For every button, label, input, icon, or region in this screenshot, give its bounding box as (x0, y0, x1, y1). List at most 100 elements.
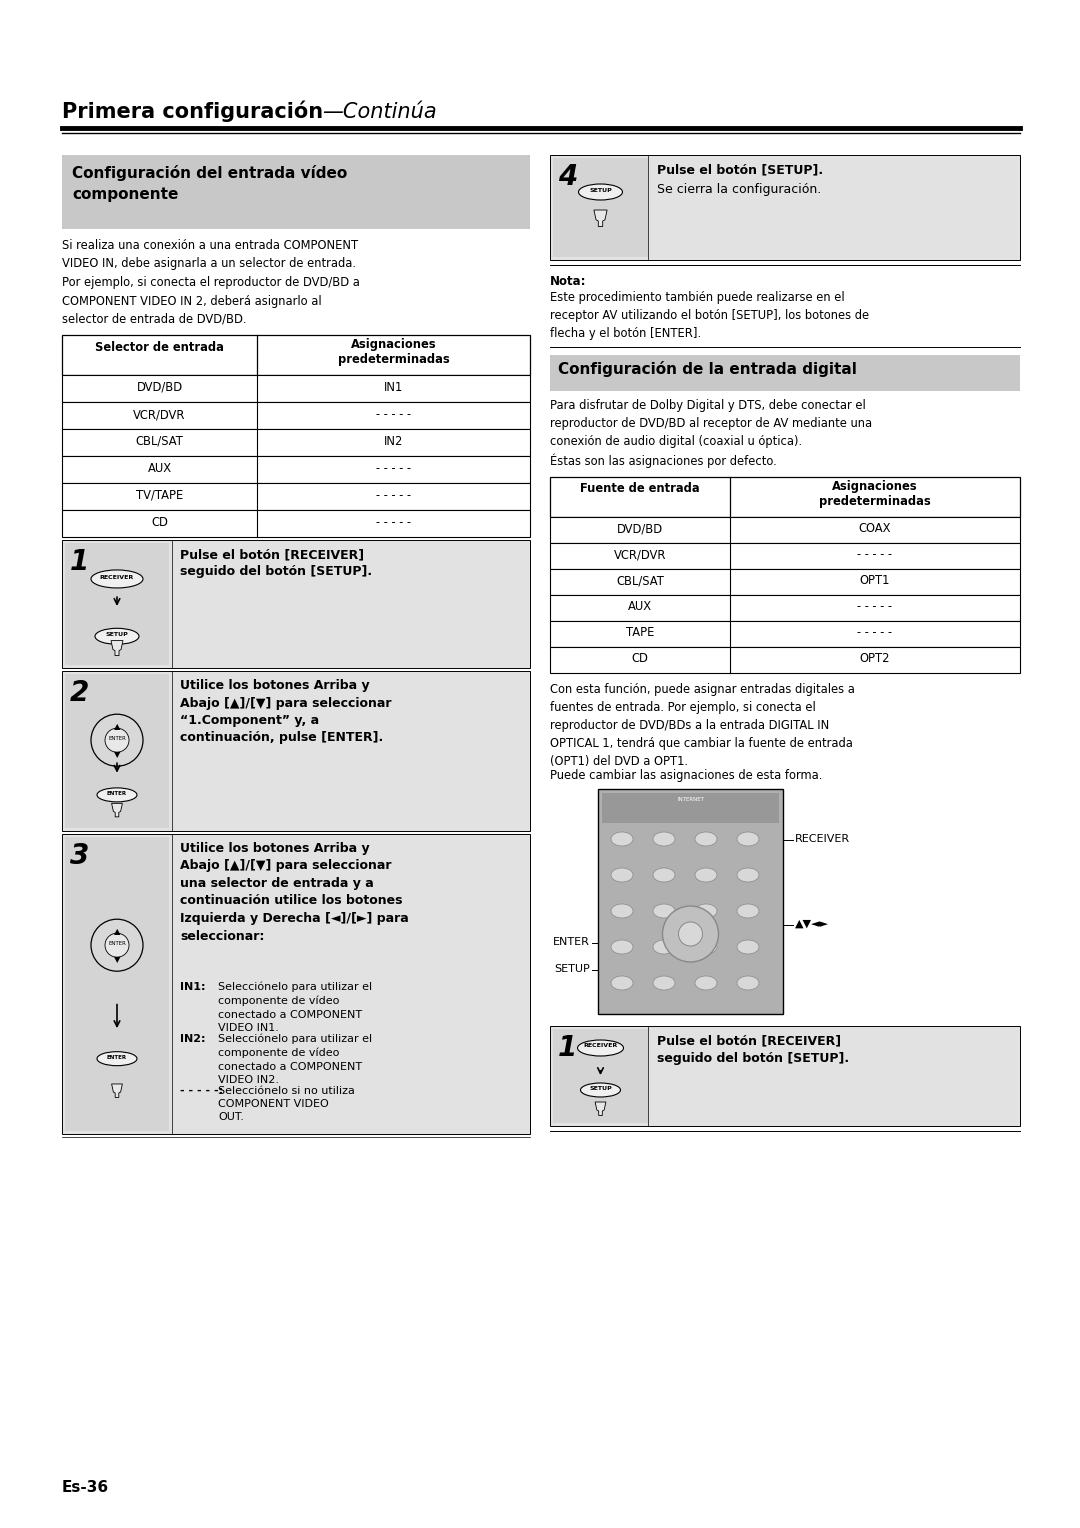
Text: VCR/DVR: VCR/DVR (133, 408, 186, 422)
Text: Selecciónelo para utilizar el
componente de vídeo
conectado a COMPONENT
VIDEO IN: Selecciónelo para utilizar el componente… (218, 983, 373, 1033)
Text: Se cierra la configuración.: Se cierra la configuración. (657, 183, 821, 196)
Text: Pulse el botón [SETUP].: Pulse el botón [SETUP]. (657, 163, 823, 176)
Text: Fuente de entrada: Fuente de entrada (580, 481, 700, 495)
Bar (62, 834, 530, 1134)
Text: Selecciónelo para utilizar el
componente de vídeo
conectado a COMPONENT
VIDEO IN: Selecciónelo para utilizar el componente… (218, 1034, 373, 1085)
Bar (598, 788, 783, 1015)
Text: Asignaciones
predeterminadas: Asignaciones predeterminadas (338, 338, 449, 367)
Text: SETUP: SETUP (589, 188, 612, 193)
Ellipse shape (696, 833, 717, 847)
Bar (62, 539, 530, 668)
Bar (62, 402, 530, 429)
Circle shape (91, 920, 143, 972)
Polygon shape (595, 1102, 606, 1115)
Circle shape (662, 906, 718, 963)
Ellipse shape (696, 940, 717, 953)
Ellipse shape (578, 1041, 623, 1056)
Text: Configuración del entrada vídeo
componente: Configuración del entrada vídeo componen… (72, 165, 348, 202)
Text: Utilice los botones Arriba y
Abajo [▲]/[▼] para seleccionar
una selector de entr: Utilice los botones Arriba y Abajo [▲]/[… (180, 842, 408, 943)
Ellipse shape (696, 976, 717, 990)
Bar (550, 477, 1020, 516)
Text: IN2: IN2 (383, 435, 403, 448)
Text: Utilice los botones Arriba y
Abajo [▲]/[▼] para seleccionar
“1.Component” y, a
c: Utilice los botones Arriba y Abajo [▲]/[… (180, 678, 391, 744)
Ellipse shape (696, 905, 717, 918)
Text: - - - - -: - - - - - (376, 461, 411, 475)
Text: Es-36: Es-36 (62, 1481, 109, 1494)
Text: CBL/SAT: CBL/SAT (136, 435, 184, 448)
Text: INTERNET: INTERNET (677, 798, 704, 802)
Bar (550, 568, 1020, 594)
Text: - - - - -: - - - - - (376, 516, 411, 529)
Text: ▼: ▼ (113, 955, 120, 964)
Bar (65, 674, 168, 828)
Text: Pulse el botón [RECEIVER]
seguido del botón [SETUP].: Pulse el botón [RECEIVER] seguido del bo… (657, 1034, 849, 1065)
Text: —Continúa: —Continúa (322, 102, 436, 122)
Bar (65, 837, 168, 1131)
Bar (550, 620, 1020, 646)
Text: ENTER: ENTER (107, 1054, 127, 1060)
Text: OPT2: OPT2 (860, 652, 890, 665)
Polygon shape (111, 804, 122, 817)
Ellipse shape (737, 976, 759, 990)
Text: ▲▼◄►: ▲▼◄► (795, 918, 829, 929)
Bar (550, 594, 1020, 620)
Ellipse shape (653, 976, 675, 990)
Text: SETUP: SETUP (106, 633, 129, 637)
Ellipse shape (611, 940, 633, 953)
Text: 4: 4 (558, 163, 577, 191)
Ellipse shape (737, 940, 759, 953)
Circle shape (91, 714, 143, 766)
Ellipse shape (653, 905, 675, 918)
Text: VCR/DVR: VCR/DVR (613, 549, 666, 561)
Bar (550, 154, 1020, 260)
Bar (62, 510, 530, 536)
Polygon shape (594, 209, 607, 226)
Ellipse shape (97, 788, 137, 802)
Ellipse shape (611, 976, 633, 990)
Text: ENTER: ENTER (107, 792, 127, 796)
Ellipse shape (696, 868, 717, 882)
Text: ENTER: ENTER (108, 736, 126, 741)
Circle shape (105, 729, 129, 752)
Text: - - - - -: - - - - - (376, 408, 411, 422)
Bar (602, 793, 779, 824)
Bar (65, 542, 168, 665)
Text: AUX: AUX (148, 461, 172, 475)
Text: ▼: ▼ (113, 750, 120, 759)
Text: Selecciónelo si no utiliza
COMPONENT VIDEO
OUT.: Selecciónelo si no utiliza COMPONENT VID… (218, 1086, 355, 1123)
Text: Nota:: Nota: (550, 275, 586, 287)
Text: RECEIVER: RECEIVER (583, 1044, 618, 1048)
Text: - - - - -: - - - - - (376, 489, 411, 503)
Text: RECEIVER: RECEIVER (99, 575, 134, 581)
Bar (62, 671, 530, 831)
Text: Selector de entrada: Selector de entrada (95, 341, 224, 354)
Circle shape (678, 921, 702, 946)
Ellipse shape (611, 905, 633, 918)
Bar (553, 1028, 648, 1123)
Text: COAX: COAX (859, 523, 891, 535)
Bar (550, 646, 1020, 672)
Ellipse shape (737, 905, 759, 918)
Text: - - - - -:: - - - - -: (180, 1086, 224, 1096)
Text: Puede cambiar las asignaciones de esta forma.: Puede cambiar las asignaciones de esta f… (550, 769, 822, 782)
Bar (553, 157, 648, 257)
Ellipse shape (653, 868, 675, 882)
Bar (550, 354, 1020, 391)
Text: DVD/BD: DVD/BD (136, 380, 183, 394)
Text: RECEIVER: RECEIVER (795, 834, 850, 843)
Text: IN2:: IN2: (180, 1034, 205, 1044)
Text: Pulse el botón [RECEIVER]
seguido del botón [SETUP].: Pulse el botón [RECEIVER] seguido del bo… (180, 549, 373, 579)
Text: Si realiza una conexión a una entrada COMPONENT
VIDEO IN, debe asignarla a un se: Si realiza una conexión a una entrada CO… (62, 238, 360, 325)
Ellipse shape (91, 570, 143, 588)
Ellipse shape (653, 833, 675, 847)
Text: CBL/SAT: CBL/SAT (616, 575, 664, 587)
Bar (62, 154, 530, 229)
Text: ▲: ▲ (113, 723, 120, 732)
Bar (62, 335, 530, 374)
Bar (550, 542, 1020, 568)
Ellipse shape (611, 833, 633, 847)
Text: 1: 1 (70, 549, 90, 576)
Polygon shape (111, 640, 123, 656)
Text: Para disfrutar de Dolby Digital y DTS, debe conectar el
reproductor de DVD/BD al: Para disfrutar de Dolby Digital y DTS, d… (550, 399, 873, 468)
Polygon shape (111, 1083, 122, 1097)
